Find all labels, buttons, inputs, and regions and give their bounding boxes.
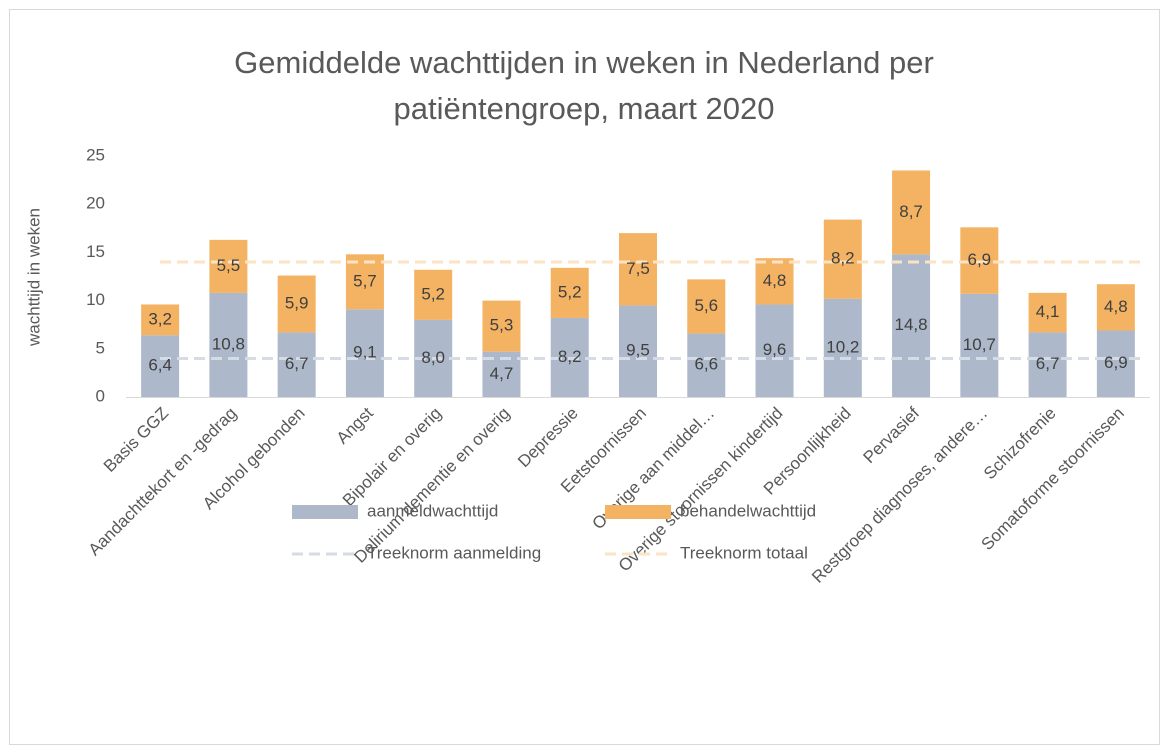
legend-label: Treeknorm aanmelding <box>367 543 541 562</box>
data-label: 6,9 <box>968 250 992 269</box>
data-label: 3,2 <box>148 309 172 328</box>
x-tick-label: Pervasief <box>860 403 924 467</box>
bar-segment <box>482 300 521 352</box>
y-axis-label: wachttijd in weken <box>24 208 43 347</box>
x-tick-label: Basis GGZ <box>100 404 172 476</box>
data-label: 9,1 <box>353 343 377 362</box>
data-label: 8,7 <box>899 202 923 221</box>
bar-segment <box>277 275 316 333</box>
data-label: 5,3 <box>490 316 514 335</box>
bar-segment <box>1028 332 1067 397</box>
data-label: 14,8 <box>895 315 928 334</box>
x-tick-label: Somatoforme stoornissen <box>977 404 1127 554</box>
legend-swatch <box>605 505 671 519</box>
bar-segment <box>823 219 862 299</box>
data-label: 6,9 <box>1104 353 1128 372</box>
bar-segment <box>892 254 931 397</box>
data-label: 8,2 <box>558 347 582 366</box>
bar-segment <box>1028 292 1067 333</box>
y-tick-label: 15 <box>86 242 105 261</box>
legend-swatch <box>292 505 358 519</box>
bar-segment <box>619 233 657 306</box>
data-label: 5,6 <box>694 296 718 315</box>
bar-segment <box>892 170 931 255</box>
data-label: 6,7 <box>1036 354 1060 373</box>
data-label: 9,5 <box>626 341 650 360</box>
data-label: 4,7 <box>490 364 514 383</box>
bar-segment <box>619 305 657 397</box>
data-label: 5,2 <box>421 284 445 303</box>
x-tick-label: Depressie <box>514 404 582 472</box>
bar-segment <box>687 279 726 334</box>
bar-segment <box>414 269 453 320</box>
data-label: 10,7 <box>963 335 996 354</box>
bar-segment <box>687 333 726 397</box>
data-label: 5,9 <box>285 293 309 312</box>
data-label: 4,8 <box>1104 297 1128 316</box>
data-label: 10,2 <box>826 337 859 356</box>
chart-border <box>9 9 1160 745</box>
bar-segment <box>209 292 248 397</box>
bar-segment <box>550 267 589 318</box>
legend-label: behandelwachttijd <box>680 501 816 520</box>
y-tick-label: 20 <box>86 194 105 213</box>
data-label: 6,6 <box>694 355 718 374</box>
y-tick-label: 10 <box>86 290 105 309</box>
data-label: 5,5 <box>217 256 241 275</box>
bar-segment <box>1096 330 1135 397</box>
bar-segment <box>755 304 794 397</box>
bar-segment <box>823 298 862 397</box>
data-label: 10,8 <box>212 334 245 353</box>
data-label: 8,2 <box>831 249 855 268</box>
chart-title: Gemiddelde wachttijden in weken in Neder… <box>234 45 934 126</box>
data-label: 6,4 <box>148 356 172 375</box>
data-label: 6,7 <box>285 354 309 373</box>
legend-label: Treeknorm totaal <box>680 543 808 562</box>
data-label: 8,0 <box>421 348 445 367</box>
data-label: 7,5 <box>626 259 650 278</box>
bar-segment <box>209 239 248 293</box>
y-tick-label: 25 <box>86 145 105 164</box>
bar-segment <box>960 293 999 397</box>
bar-segment <box>141 304 180 336</box>
x-tick-label: Angst <box>333 403 377 447</box>
data-label: 4,8 <box>763 271 787 290</box>
bar-segment <box>755 258 794 305</box>
legend-label: aanmeldwachttijd <box>367 501 498 520</box>
bar-segment <box>345 309 384 397</box>
y-tick-label: 5 <box>96 338 105 357</box>
data-label: 5,7 <box>353 271 377 290</box>
bar-segment <box>141 335 180 397</box>
bar-segment <box>277 332 316 397</box>
data-label: 5,2 <box>558 282 582 301</box>
data-label: 4,1 <box>1036 302 1060 321</box>
bar-segment <box>1096 284 1135 331</box>
y-tick-label: 0 <box>96 386 105 405</box>
data-label: 9,6 <box>763 340 787 359</box>
